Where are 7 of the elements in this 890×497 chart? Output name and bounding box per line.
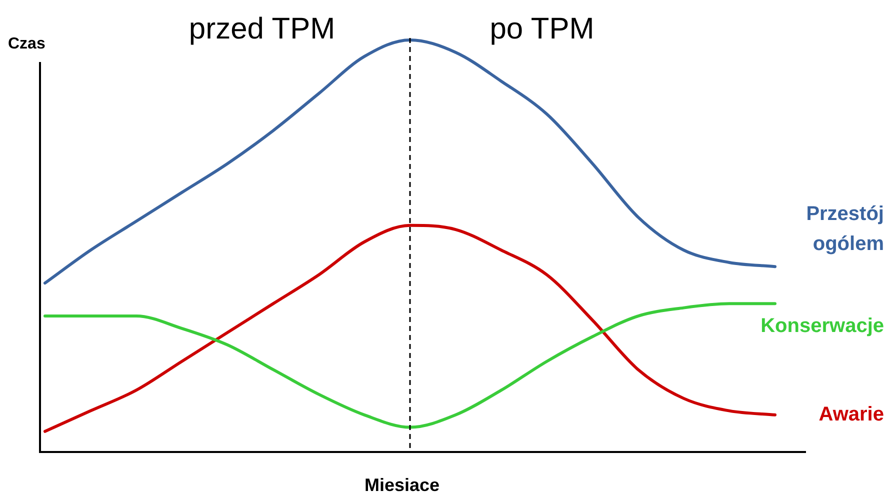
series-label: Konserwacje bbox=[760, 315, 884, 338]
annotation: po TPM bbox=[490, 12, 594, 46]
series-label: Przestój ogólem bbox=[806, 203, 884, 256]
y-axis-title: Czas bbox=[8, 35, 46, 52]
text: Awarie bbox=[818, 403, 884, 426]
annotation: przed TPM bbox=[188, 12, 336, 46]
x-axis-title: Miesiace bbox=[364, 474, 440, 495]
